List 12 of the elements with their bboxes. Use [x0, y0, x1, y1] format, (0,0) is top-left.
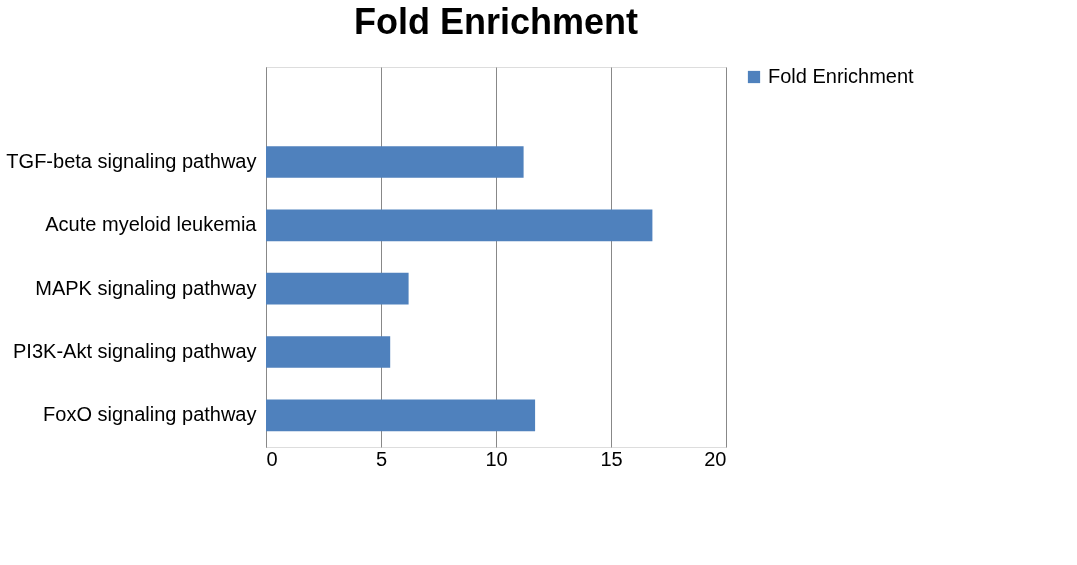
legend-label: Fold Enrichment	[768, 65, 915, 87]
y-tick-label: MAPK signaling pathway	[35, 276, 257, 299]
x-tick-label: 20	[704, 447, 727, 470]
y-tick-label: TGF-beta signaling pathway	[6, 150, 257, 172]
y-tick-label: PI3K-Akt signaling pathway	[13, 340, 257, 362]
x-tick-label: 15	[600, 447, 623, 470]
x-tick-label: 0	[266, 447, 278, 470]
x-tick-label: 5	[375, 447, 388, 470]
chart-title: Fold Enrichment	[353, 1, 639, 42]
x-tick-label: 10	[485, 447, 508, 470]
y-tick-label: FoxO signaling pathway	[43, 403, 257, 426]
y-tick-label: Acute myeloid leukemia	[45, 213, 258, 236]
